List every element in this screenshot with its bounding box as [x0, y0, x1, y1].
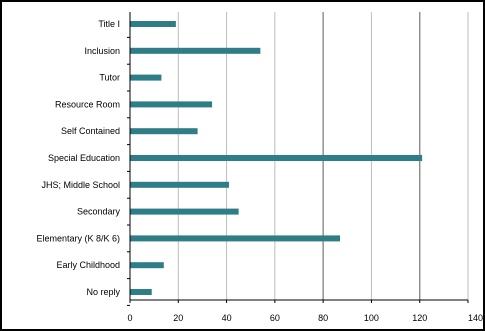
bar-tutor: [130, 74, 162, 81]
category-label: No reply: [86, 287, 120, 297]
category-label: Early Childhood: [56, 260, 120, 270]
bar-no-reply: [130, 289, 152, 295]
x-tick-label: 60: [270, 313, 280, 323]
bar-resource-room: [130, 101, 213, 108]
category-label: Secondary: [77, 207, 121, 217]
bar-self-contained: [130, 128, 198, 135]
category-label: Tutor: [99, 73, 120, 83]
x-tick-label: 80: [318, 313, 328, 323]
bar-special-education: [130, 155, 423, 161]
category-label: Resource Room: [55, 99, 120, 109]
category-label: Inclusion: [84, 46, 120, 56]
x-tick-label: 0: [127, 313, 132, 323]
bar-elementary-k-8-k-6: [130, 235, 341, 242]
axes: [127, 12, 469, 306]
x-tick-label: 100: [364, 313, 379, 323]
category-label: JHS; Middle School: [41, 180, 120, 190]
x-tick-label: 120: [412, 313, 427, 323]
bar-jhs-middle-school: [130, 181, 229, 188]
bar-inclusion: [130, 47, 261, 54]
x-tick-label: 40: [222, 313, 232, 323]
bar-series: [130, 21, 423, 295]
x-tick-label: 140: [468, 313, 483, 323]
category-label: Elementary (K 8/K 6): [36, 233, 120, 243]
category-label: Self Contained: [61, 126, 120, 136]
category-labels: Title I Inclusion Tutor Resource Room Self C…: [36, 19, 120, 297]
category-label: Title I: [98, 19, 120, 29]
bar-title-i: [130, 21, 176, 27]
x-tick-label: 20: [173, 313, 183, 323]
x-tick-labels: 0 20 40 60 80 100 120 140: [127, 313, 483, 323]
bar-secondary: [130, 208, 239, 215]
category-label: Special Education: [48, 153, 120, 163]
bar-early-childhood: [130, 262, 164, 269]
